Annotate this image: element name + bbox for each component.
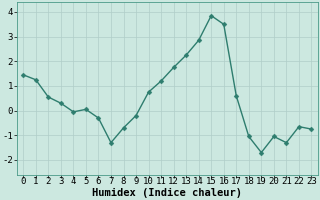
X-axis label: Humidex (Indice chaleur): Humidex (Indice chaleur): [92, 188, 242, 198]
